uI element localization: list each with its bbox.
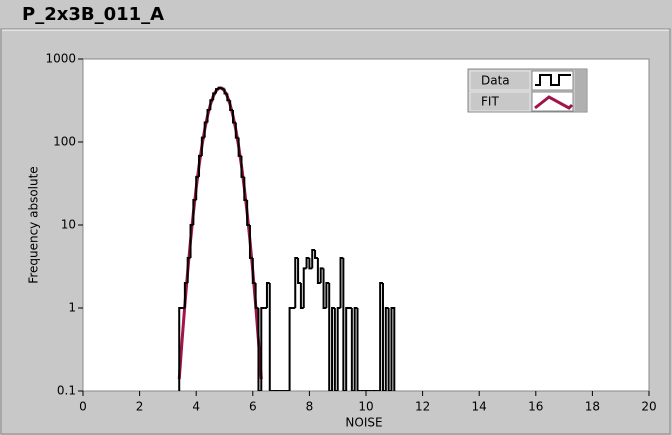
legend-icon xyxy=(535,74,571,86)
histogram-bin xyxy=(178,307,183,391)
histogram-bin xyxy=(248,225,253,260)
histogram-bin xyxy=(220,87,225,90)
histogram-bin xyxy=(268,283,273,391)
x-tick-label: 6 xyxy=(249,400,257,414)
histogram-bin xyxy=(192,199,197,225)
histogram-bin xyxy=(328,283,333,391)
histogram-bin xyxy=(212,92,217,101)
y-tick-label: 1 xyxy=(68,301,76,315)
legend-label-cell xyxy=(469,91,531,112)
x-tick-label: 20 xyxy=(641,400,656,414)
histogram-bin xyxy=(297,258,301,285)
y-tick-label: 0.1 xyxy=(57,384,76,398)
histogram-bin xyxy=(390,307,396,391)
histogram-bin xyxy=(350,308,355,391)
histogram-bin xyxy=(379,282,383,391)
histogram-bin xyxy=(387,308,392,391)
y-tick-label: 1000 xyxy=(45,52,76,66)
histogram-bin xyxy=(314,249,318,260)
histogram-bin xyxy=(257,308,262,391)
x-tick-label: 10 xyxy=(358,400,373,414)
histogram-bin xyxy=(251,258,256,285)
histogram-bin xyxy=(311,248,316,269)
histogram-bin xyxy=(381,283,386,391)
x-tick-label: 12 xyxy=(415,400,430,414)
x-tick-label: 16 xyxy=(528,400,543,414)
histogram-bin xyxy=(308,258,313,270)
histogram-bin xyxy=(198,154,202,177)
x-tick-label: 14 xyxy=(472,400,487,414)
histogram-bin xyxy=(356,308,361,391)
histogram-bin xyxy=(294,257,299,308)
plot-marks xyxy=(177,86,396,391)
histogram-bin xyxy=(339,257,344,308)
legend-label: FIT xyxy=(481,95,499,109)
legend-scroll xyxy=(575,70,586,111)
y-axis-label: Frequency absolute xyxy=(27,166,41,283)
x-tick-label: 4 xyxy=(192,400,200,414)
window-title: P_2x3B_011_A xyxy=(22,4,164,25)
legend-label: Data xyxy=(481,74,510,88)
histogram-bin xyxy=(206,108,211,123)
histogram-bin xyxy=(345,307,350,391)
x-axis-label: NOISE xyxy=(345,416,382,430)
histogram-bin xyxy=(231,109,236,124)
histogram-bin xyxy=(333,308,338,391)
histogram-bin xyxy=(234,122,239,139)
histogram-bin xyxy=(305,257,310,269)
legend-icon xyxy=(534,95,574,110)
x-tick-label: 2 xyxy=(136,400,144,414)
histogram-bin xyxy=(209,99,214,110)
legend-icon-cell xyxy=(531,70,574,91)
x-tick-label: 8 xyxy=(306,400,314,414)
histogram-bin xyxy=(260,307,265,391)
legend-label-cell xyxy=(469,70,531,91)
legend: Data FIT xyxy=(467,68,588,113)
y-tick-label: 100 xyxy=(53,135,76,149)
histogram-bin xyxy=(265,282,270,308)
histogram-bin xyxy=(342,258,347,391)
histogram-bin xyxy=(325,282,330,308)
histogram-bin xyxy=(302,267,307,308)
x-tick-label: 0 xyxy=(79,400,87,414)
histogram-bin xyxy=(288,307,293,391)
histogram-bin xyxy=(195,175,200,201)
y-tick-label: 10 xyxy=(61,218,76,232)
x-tick-label: 18 xyxy=(585,400,600,414)
